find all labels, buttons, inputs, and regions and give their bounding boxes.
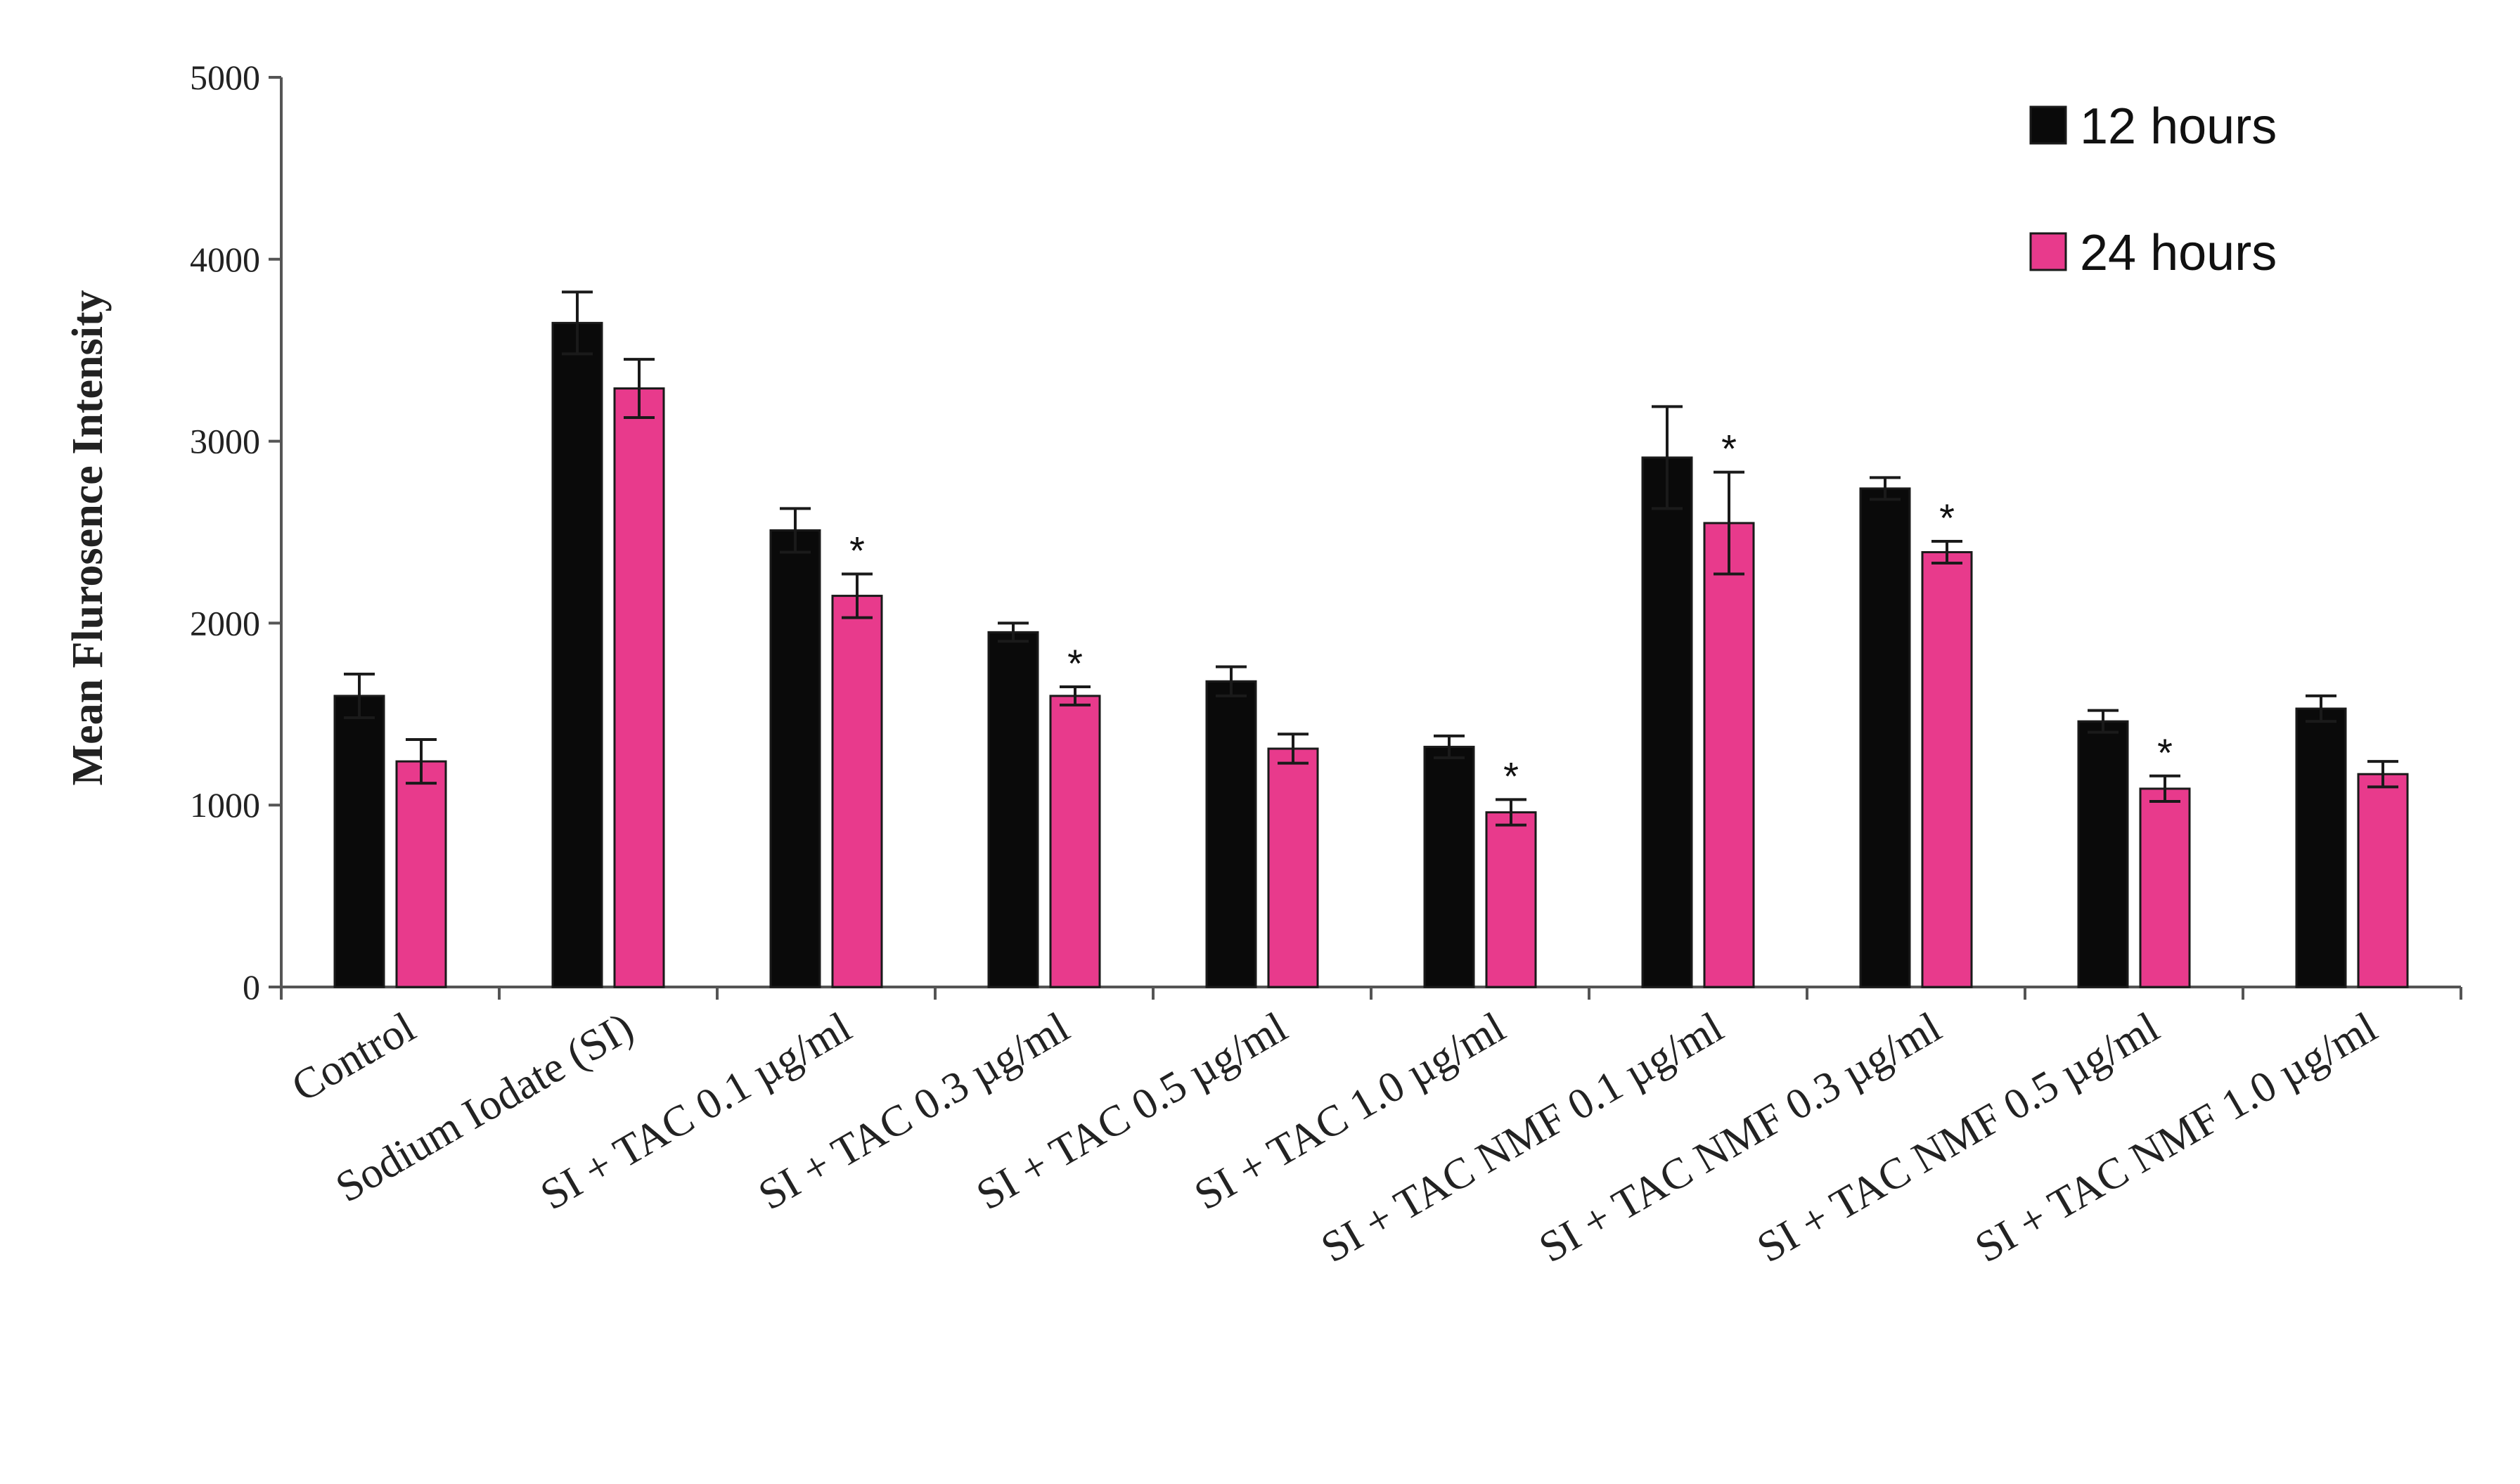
significance-star: *	[1721, 427, 1737, 471]
significance-star: *	[1067, 641, 1083, 685]
bar-series-1	[2077, 720, 2129, 988]
legend: 12 hours 24 hours	[2029, 98, 2277, 281]
x-axis-ticks	[280, 987, 2462, 1000]
bar-series-2	[1703, 522, 1755, 988]
significance-star: *	[849, 529, 865, 573]
significance-star: *	[1503, 754, 1519, 798]
bar-series-2	[1921, 550, 1973, 988]
bar-series-1	[1423, 745, 1475, 988]
significance-star: *	[1939, 496, 1955, 540]
y-tick-label: 5000	[190, 58, 260, 97]
y-axis-label: Mean Flurosence Intensity	[64, 290, 112, 786]
legend-label: 12 hours	[2080, 98, 2277, 155]
bar-series-1	[1205, 680, 1257, 988]
bar-series-2	[2139, 787, 2191, 988]
bar-series-2	[1485, 811, 1537, 988]
significance-markers: * * * * * *	[849, 427, 2173, 799]
legend-label: 24 hours	[2080, 225, 2277, 281]
error-bars	[344, 290, 2398, 827]
bar-series-2	[613, 387, 665, 988]
y-tick-label: 4000	[190, 240, 260, 279]
y-tick-label: 2000	[190, 603, 260, 643]
bar-series-2	[1267, 747, 1319, 988]
bar-series-1	[987, 631, 1039, 988]
bar-series-2	[395, 760, 447, 988]
bars	[333, 321, 2409, 988]
bar-series-2	[831, 595, 883, 988]
bar-series-2	[1049, 695, 1101, 988]
significance-star: *	[2157, 730, 2173, 775]
legend-swatch	[2029, 105, 2067, 145]
bar-series-1	[1859, 487, 1911, 988]
bar-series-1	[769, 529, 821, 988]
bar-series-1	[2295, 707, 2347, 988]
bar-series-2	[2357, 773, 2409, 988]
legend-swatch	[2029, 232, 2067, 271]
y-tick-label: 1000	[190, 785, 260, 825]
y-tick-label: 3000	[190, 422, 260, 461]
bar-series-1	[1641, 456, 1693, 988]
y-axis-ticks: 0 1000 2000 3000 4000 5000	[190, 58, 281, 1007]
bar-series-1	[551, 321, 603, 988]
y-tick-label: 0	[243, 967, 260, 1007]
bar-series-1	[333, 695, 385, 988]
